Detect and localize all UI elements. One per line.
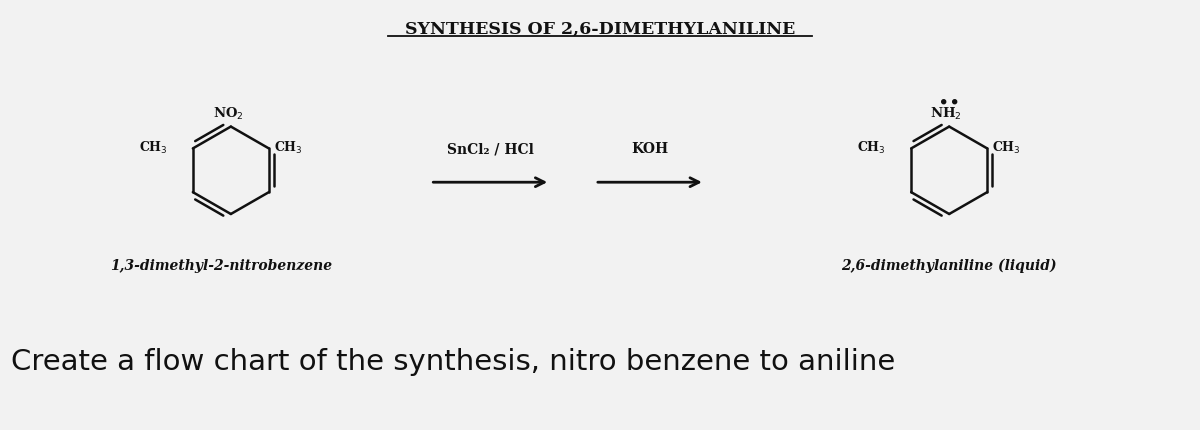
Text: CH$_3$: CH$_3$ (274, 140, 302, 156)
Text: CH$_3$: CH$_3$ (139, 140, 168, 156)
Circle shape (942, 101, 946, 104)
Text: SnCl₂ / HCl: SnCl₂ / HCl (446, 142, 534, 156)
Text: Create a flow chart of the synthesis, nitro benzene to aniline: Create a flow chart of the synthesis, ni… (11, 347, 895, 375)
Text: CH$_3$: CH$_3$ (858, 140, 887, 156)
Text: 2,6-dimethylaniline (liquid): 2,6-dimethylaniline (liquid) (841, 258, 1057, 273)
Text: 1,3-dimethyl-2-nitrobenzene: 1,3-dimethyl-2-nitrobenzene (110, 258, 332, 272)
Text: KOH: KOH (631, 142, 668, 156)
Text: NO$_2$: NO$_2$ (212, 105, 244, 121)
Text: SYNTHESIS OF 2,6-DIMETHYLANILINE: SYNTHESIS OF 2,6-DIMETHYLANILINE (404, 20, 796, 37)
Circle shape (953, 101, 956, 104)
Text: CH$_3$: CH$_3$ (992, 140, 1021, 156)
Text: NH$_2$: NH$_2$ (930, 105, 962, 121)
